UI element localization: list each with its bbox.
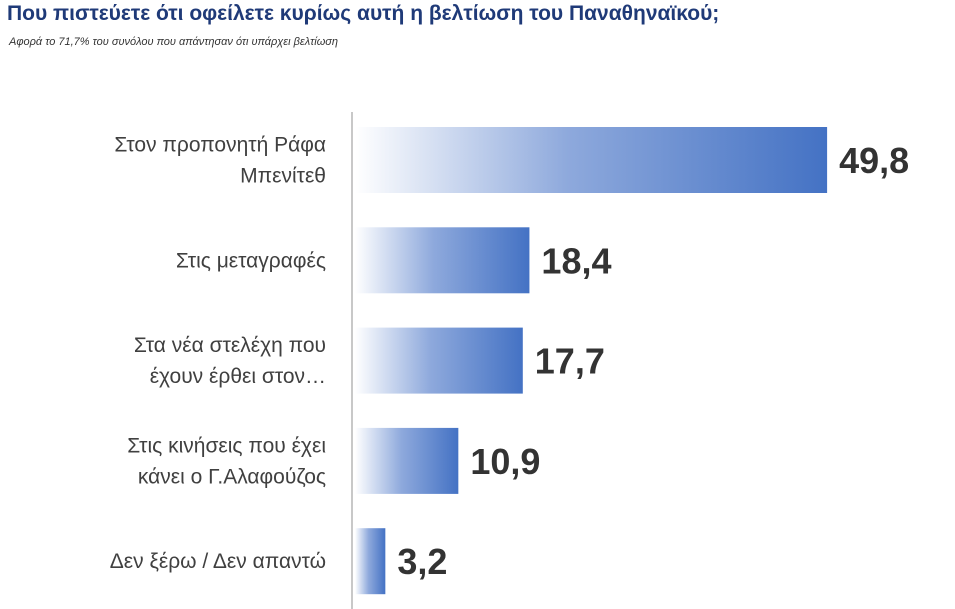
data-label: 18,4 bbox=[541, 240, 611, 281]
bar bbox=[355, 528, 386, 595]
chart-subtitle: Αφορά το 71,7% του συνόλου που απάντησαν… bbox=[9, 36, 339, 48]
data-label: 10,9 bbox=[470, 441, 540, 482]
category-label: Μπενίτεθ bbox=[240, 165, 326, 188]
bar bbox=[355, 127, 828, 193]
category-label: Δεν ξέρω / Δεν απαντώ bbox=[110, 550, 326, 573]
data-label: 17,7 bbox=[535, 341, 605, 382]
category-label: Στις μεταγραφές bbox=[176, 249, 326, 272]
bar bbox=[355, 327, 523, 394]
data-label: 3,2 bbox=[397, 541, 447, 582]
bar bbox=[355, 227, 530, 294]
category-label: κάνει ο Γ.Αλαφούζος bbox=[138, 465, 326, 488]
category-label: έχουν έρθει στον… bbox=[150, 365, 326, 388]
category-label: Στον προπονητή Ράφα bbox=[114, 134, 326, 157]
data-label: 49,8 bbox=[839, 140, 909, 181]
category-label: Στις κινήσεις που έχει bbox=[127, 434, 326, 457]
category-label: Στα νέα στελέχη που bbox=[134, 334, 326, 357]
bar bbox=[355, 427, 459, 494]
chart-title: Που πιστεύετε ότι οφείλετε κυρίως αυτή η… bbox=[7, 2, 720, 25]
